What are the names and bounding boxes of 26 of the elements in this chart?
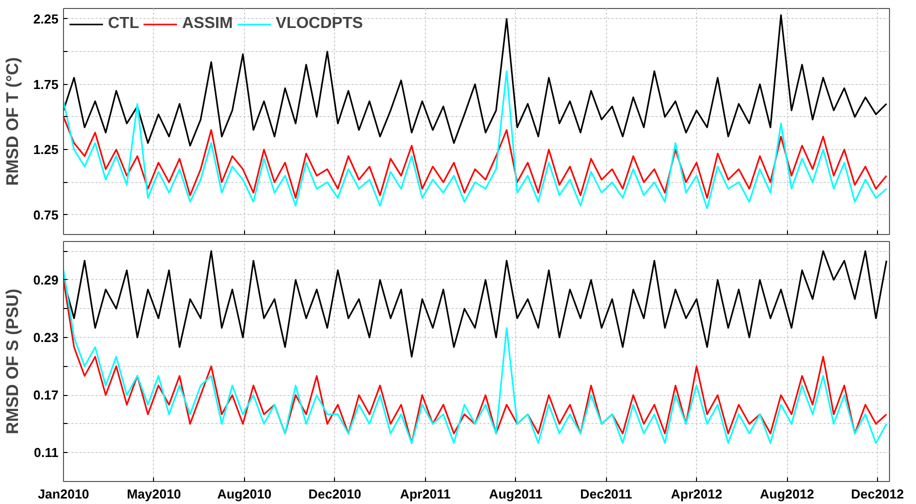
line-series	[64, 14, 888, 146]
x-tick-label: Dec2010	[308, 486, 362, 502]
legend-label: VLOCDPTS	[276, 15, 363, 33]
line-series	[64, 116, 888, 199]
x-tick-label: Aug2011	[488, 486, 542, 502]
x-tick-label: Aug2010	[217, 486, 272, 502]
x-tick-label: Dec2011	[580, 486, 632, 502]
y-tick-label: 0.23	[33, 330, 59, 345]
x-tick-label: May2010	[126, 486, 182, 502]
y-tick-label: 0.11	[34, 445, 59, 460]
line-series	[64, 70, 888, 210]
x-tick-label: Apr2012	[670, 486, 722, 502]
y-tick-label: 0.29	[33, 272, 59, 288]
legend-label: CTL	[108, 15, 140, 33]
y-tick-label: 0.75	[33, 207, 59, 222]
x-tick-label: Apr2011	[400, 486, 451, 502]
legend-label: ASSIM	[182, 15, 233, 33]
y-tick-label: 2.25	[33, 11, 59, 26]
y-axis-title: RMSD OF S (PSU)	[3, 288, 22, 434]
y-axis-title: RMSD OF T (°C)	[3, 57, 22, 186]
y-tick-label: 1.75	[33, 76, 59, 92]
x-tick-label: Dec2012	[851, 486, 904, 502]
x-tick-label: Aug2012	[760, 486, 814, 502]
y-tick-label: 1.25	[33, 142, 59, 158]
x-tick-label: Jan2010	[38, 486, 90, 502]
y-tick-label: 0.17	[33, 388, 59, 403]
